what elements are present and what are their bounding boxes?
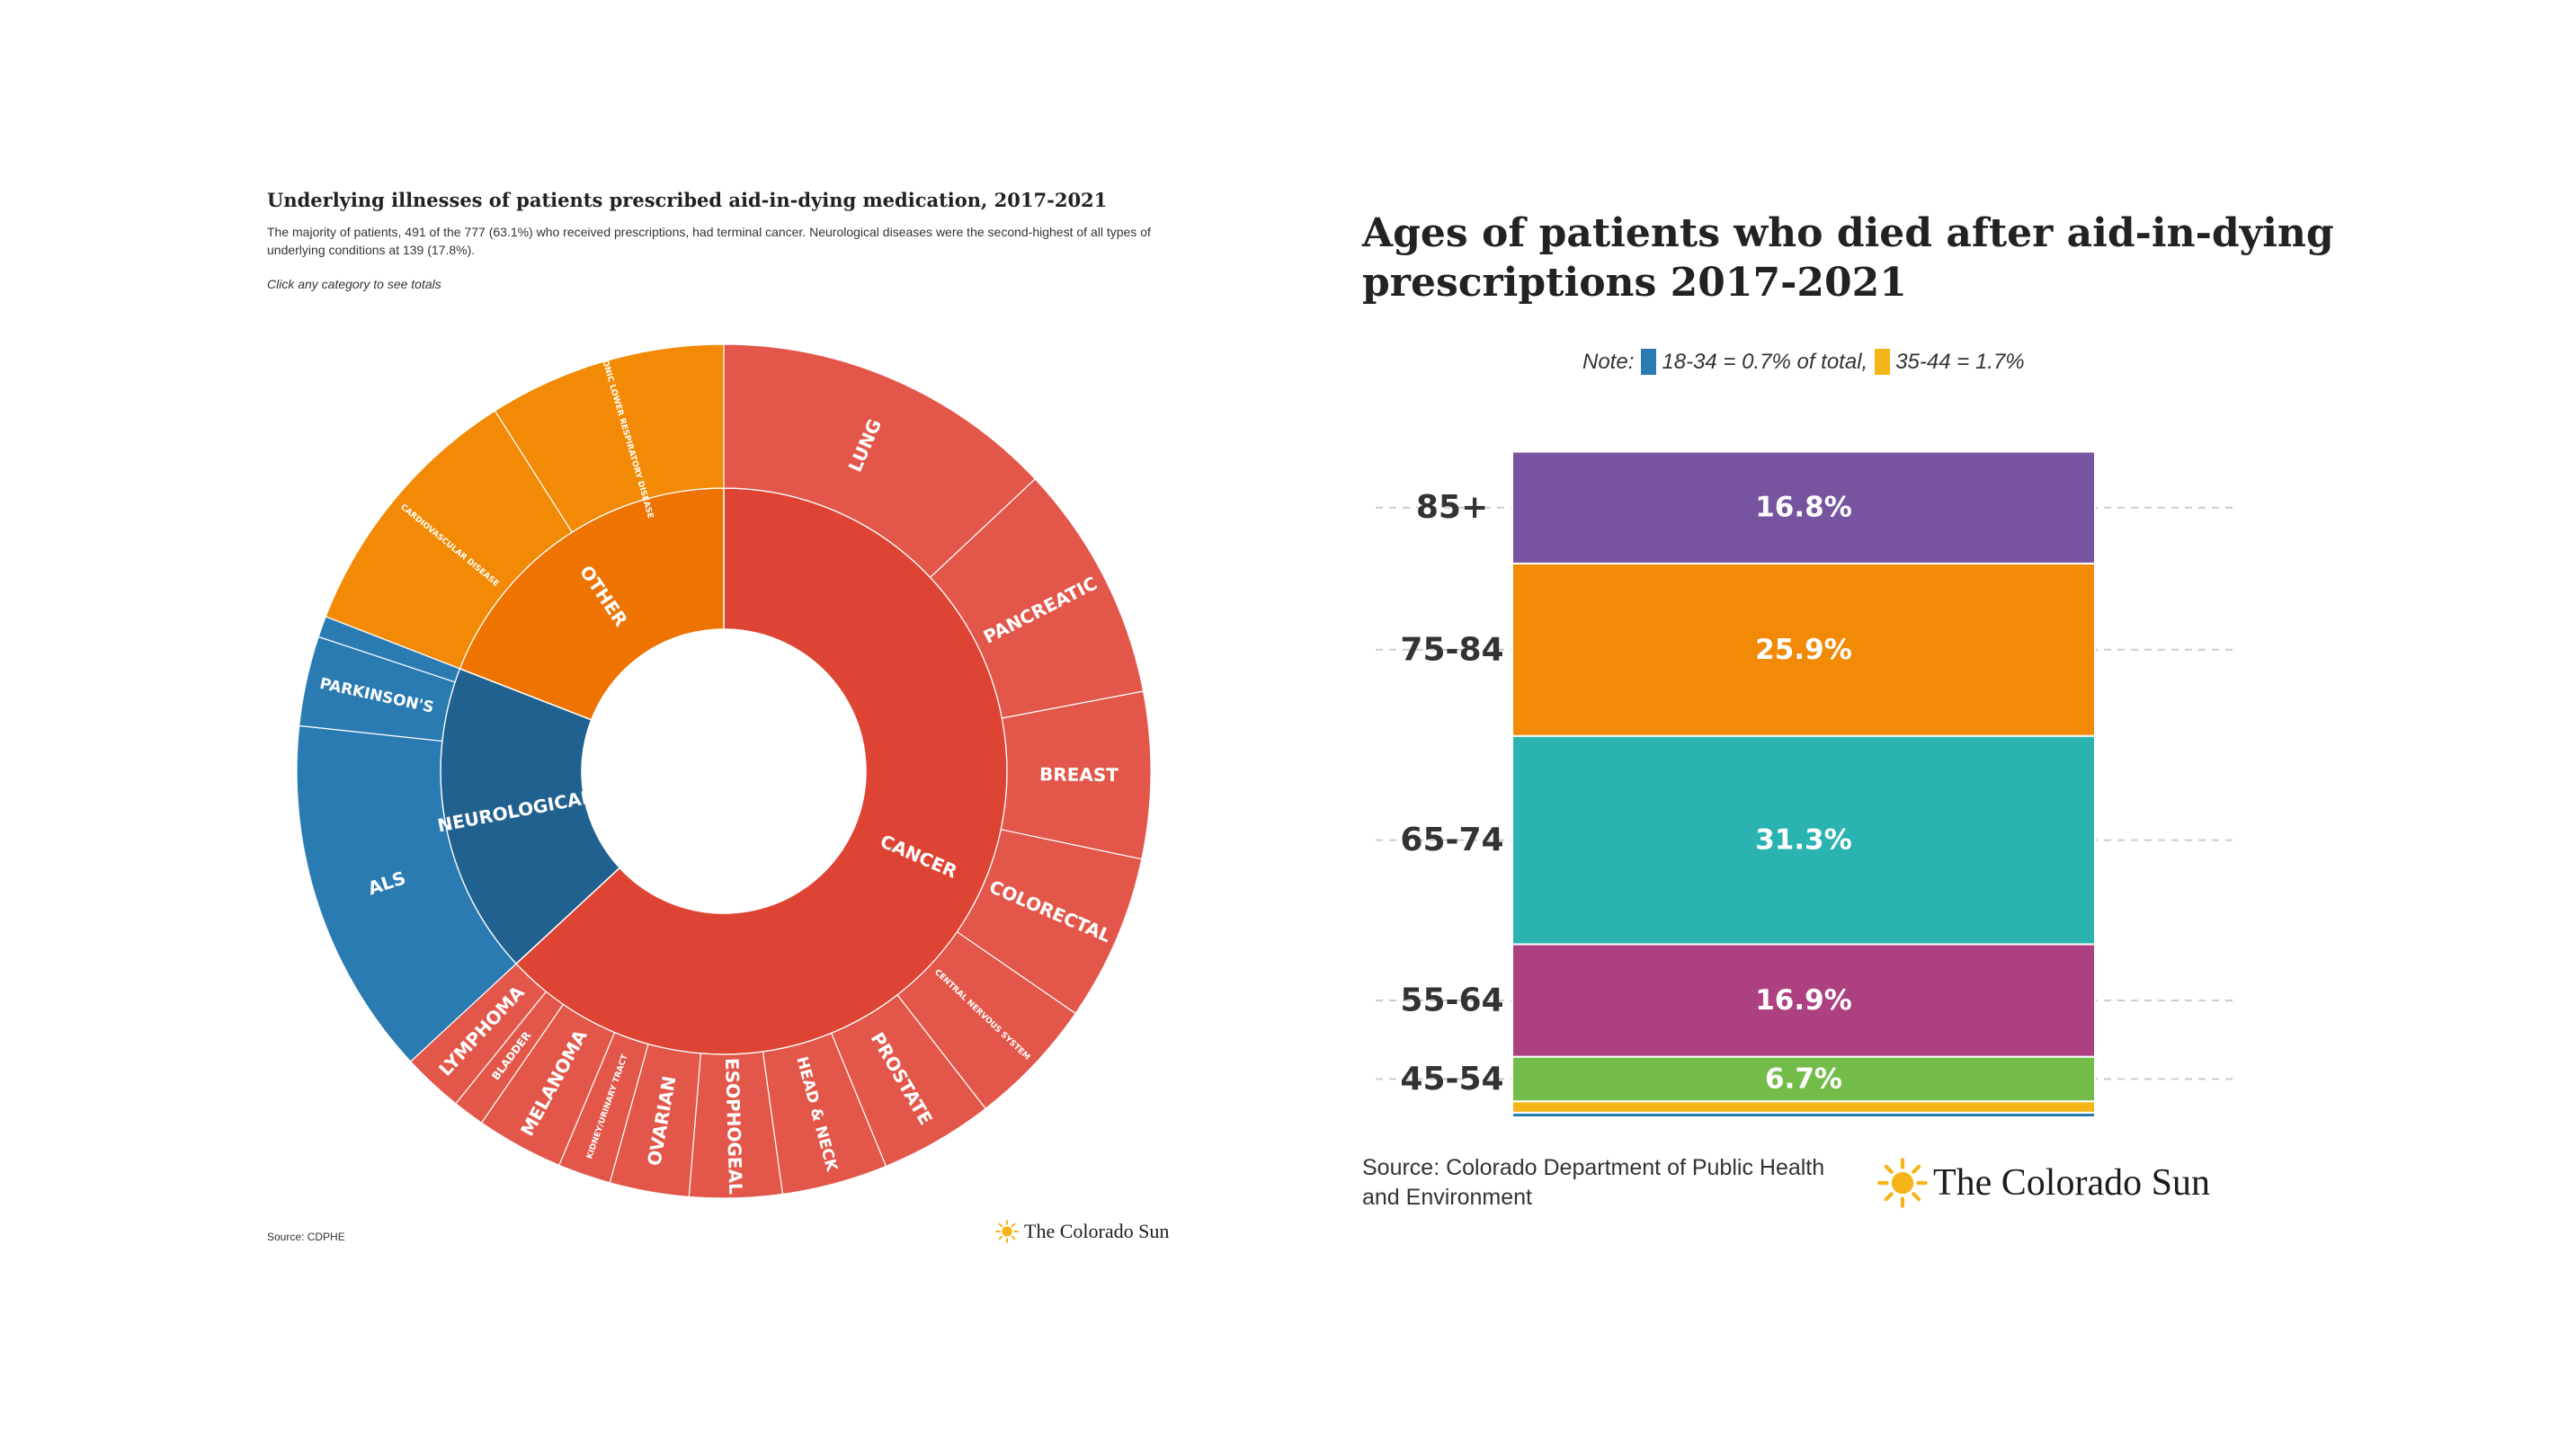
tick-label-45-54: 45-54: [1400, 1061, 1503, 1098]
brand-name: The Colorado Sun: [1024, 1220, 1170, 1242]
sunburst-panel: Underlying illnesses of patients prescri…: [0, 0, 1286, 1449]
age-chart-note: Note: 18-34 = 0.7% of total, 35-44 = 1.7…: [1582, 349, 2025, 375]
bar-segment-55-64: [1511, 943, 2096, 1058]
tick-label-65-74: 65-74: [1400, 822, 1503, 858]
tick-label-55-64: 55-64: [1400, 982, 1503, 1019]
age-chart-title: Ages of patients who died after aid-in-d…: [1362, 210, 2334, 306]
note-item-35-44: 35-44 = 1.7%: [1895, 349, 2025, 374]
data-label-85: 16.8%: [1755, 492, 1852, 524]
sunburst-label-breast: BREAST: [1039, 763, 1119, 786]
note-item-18-34: 18-34 = 0.7% of total,: [1662, 349, 1868, 374]
sunburst-label-esophogeal: ESOPHOGEAL: [721, 1058, 746, 1196]
data-label-55-64: 16.9%: [1755, 984, 1852, 1017]
sunburst-subtitle: The majority of patients, 491 of the 777…: [267, 225, 1151, 257]
bar-segment-75-84: [1511, 562, 2096, 737]
sunburst-title: Underlying illnesses of patients prescri…: [267, 189, 1108, 211]
legend-swatch-18-34: [1641, 349, 1657, 375]
tick-label-85: 85+: [1416, 489, 1488, 526]
sunburst-outer-chronic-lower-respiratory-disease[interactable]: [494, 343, 725, 533]
brand-name: The Colorado Sun: [1933, 1162, 2210, 1204]
brand-logo-small: The Colorado Sun: [995, 1220, 1169, 1243]
sunburst-source: Source: CDPHE: [267, 1231, 345, 1243]
bar-segment-85: [1511, 450, 2096, 564]
note-prefix: Note:: [1582, 349, 1635, 374]
data-label-75-84: 25.9%: [1755, 634, 1852, 666]
sunburst-hint: Click any category to see totals: [267, 277, 441, 291]
bar-segment-35-44: [1511, 1100, 2096, 1114]
data-label-45-54: 6.7%: [1765, 1062, 1842, 1095]
tick-label-75-84: 75-84: [1400, 631, 1503, 668]
brand-logo-large: The Colorado Sun: [1877, 1158, 2210, 1208]
legend-swatch-35-44: [1875, 349, 1891, 375]
data-label-65-74: 31.3%: [1755, 824, 1852, 857]
sunburst-chart[interactable]: CANCERNEUROLOGICALOTHERLUNGPANCREATICBRE…: [0, 0, 1286, 1449]
sun-icon: [1877, 1158, 1928, 1208]
sun-icon: [995, 1220, 1019, 1243]
age-chart-source: Source: Colorado Department of Public He…: [1362, 1155, 1825, 1210]
